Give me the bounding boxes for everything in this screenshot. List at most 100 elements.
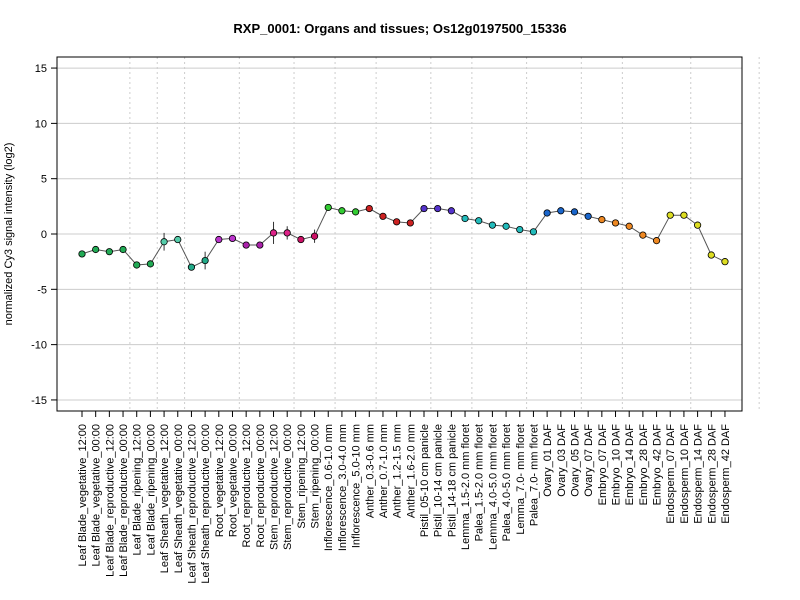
- x-tick-label: Ovary_07 DAF: [583, 424, 595, 497]
- data-point: [187, 263, 196, 271]
- x-tick-label: Ovary_05 DAF: [569, 424, 581, 497]
- x-tick-label: Pistil_05-10 cm panicle: [419, 424, 431, 537]
- x-tick-label: Leaf Blade_ripening_00:00: [145, 424, 157, 556]
- data-point: [475, 217, 483, 225]
- data-point: [133, 261, 141, 269]
- data-point: [639, 231, 647, 239]
- data-point: [707, 251, 715, 259]
- x-tick-label: Inflorescence_5.0-10 mm: [351, 424, 363, 548]
- data-point: [557, 207, 565, 215]
- data-point: [652, 237, 661, 245]
- data-point: [379, 212, 387, 220]
- data-point: [680, 211, 688, 219]
- x-tick-label: Anther_0.7-1.0 mm: [378, 424, 390, 518]
- data-point: [338, 207, 346, 215]
- data-point: [242, 241, 250, 249]
- data-point: [516, 225, 524, 234]
- y-tick-label: 10: [35, 118, 47, 130]
- axis-layer: -15 -10 -5 0 5 10 15: [31, 63, 726, 417]
- data-point: [488, 221, 496, 229]
- x-tick-label: Palea_7.0- mm floret: [528, 424, 540, 526]
- x-tick-label: Root_reproductive_00:00: [255, 424, 267, 548]
- data-point: [543, 209, 551, 217]
- x-tick-label: Pistil_14-18 cm panicle: [446, 424, 458, 537]
- x-tick-label: Inflorescence_0.6-1.0 mm: [323, 424, 335, 551]
- data-point: [256, 241, 264, 249]
- x-tick-label: Embryo_14 DAF: [624, 424, 636, 506]
- x-tick-label: Lemma_1.5-2.0 mm floret: [460, 424, 472, 550]
- data-point: [666, 211, 674, 219]
- data-point: [598, 216, 606, 224]
- data-point: [228, 234, 237, 243]
- data-point: [721, 258, 729, 266]
- x-tick-label: Endosperm_07 DAF: [665, 424, 677, 524]
- x-tick-label: Endosperm_28 DAF: [706, 424, 718, 524]
- x-tick-label: Stem_reproductive_00:00: [282, 424, 294, 550]
- data-point: [570, 208, 579, 216]
- x-tick-label: Inflorescence_3.0-4.0 mm: [337, 424, 349, 551]
- data-point: [269, 229, 278, 237]
- data-point: [434, 204, 442, 213]
- x-tick-label: Embryo_10 DAF: [611, 424, 623, 506]
- chart-title: RXP_0001: Organs and tissues; Os12g01975…: [233, 21, 566, 36]
- series-layer: [78, 203, 729, 271]
- data-point: [119, 245, 127, 254]
- data-point: [201, 256, 209, 265]
- x-tick-label: Anther_0.3-0.6 mm: [364, 424, 376, 518]
- y-tick-label: 0: [41, 229, 47, 241]
- x-tick-label: Leaf Sheath_vegetative_00:00: [173, 424, 185, 573]
- x-tick-label: Anther_1.6-2.0 mm: [405, 424, 417, 518]
- x-tick-label: Root_vegetative_00:00: [227, 424, 239, 537]
- data-point: [584, 212, 592, 220]
- x-tick-label: Embryo_07 DAF: [597, 424, 609, 506]
- x-tick-label: Stem_reproductive_12:00: [269, 424, 281, 550]
- x-tick-label: Stem_ripening_00:00: [310, 424, 322, 529]
- plot-frame: [56, 56, 743, 412]
- x-tick-label: Leaf Sheath_reproductive_00:00: [200, 424, 212, 584]
- x-tick-label: Endosperm_14 DAF: [693, 424, 705, 524]
- data-point: [447, 207, 455, 215]
- data-point: [393, 218, 401, 226]
- x-tick-label: Endosperm_10 DAF: [679, 424, 691, 524]
- y-axis-title: normalized Cy3 signal intensity (log2): [3, 143, 15, 326]
- data-point: [310, 232, 319, 240]
- data-point: [611, 219, 620, 227]
- data-point: [502, 222, 510, 230]
- y-tick-label: -10: [31, 340, 47, 352]
- x-tick-label: Anther_1.2-1.5 mm: [392, 424, 404, 518]
- x-tick-label: Stem_ripening_12:00: [296, 424, 308, 529]
- x-tick-label: Root_vegetative_12:00: [214, 424, 226, 537]
- data-point: [105, 248, 113, 256]
- y-tick-label: 5: [41, 174, 47, 186]
- data-point: [324, 203, 332, 212]
- x-tick-label: Embryo_42 DAF: [652, 424, 664, 506]
- x-tick-label: Leaf Blade_reproductive_12:00: [104, 424, 116, 577]
- y-tick-label: -5: [37, 284, 47, 296]
- x-tick-label: Leaf Blade_reproductive_00:00: [118, 424, 130, 577]
- x-tick-label: Leaf Sheath_reproductive_12:00: [186, 424, 198, 584]
- x-tick-label: Leaf Blade_ripening_12:00: [132, 424, 144, 556]
- x-tick-label: Pistil_10-14 cm panicle: [433, 424, 445, 537]
- data-point: [693, 221, 702, 229]
- x-tick-label: Embryo_28 DAF: [638, 424, 650, 506]
- data-point: [406, 219, 414, 227]
- x-tick-label: Leaf Blade_vegetative_12:00: [77, 424, 89, 567]
- x-tick-label: Leaf Sheath_vegetative_12:00: [159, 424, 171, 573]
- data-point: [625, 222, 633, 230]
- data-point: [365, 204, 373, 213]
- data-point: [297, 235, 305, 244]
- data-point: [146, 260, 154, 268]
- data-point: [215, 235, 223, 244]
- grid-layer: [57, 57, 760, 411]
- y-tick-label: 15: [35, 63, 47, 75]
- data-point: [461, 214, 469, 223]
- x-tick-label: Leaf Blade_vegetative_00:00: [91, 424, 103, 567]
- x-tick-label: Lemma_7.0- mm floret: [515, 424, 527, 535]
- data-point: [283, 229, 291, 237]
- data-point: [420, 204, 428, 213]
- x-tick-label: Ovary_01 DAF: [542, 424, 554, 497]
- data-point: [529, 228, 538, 236]
- data-point: [174, 235, 182, 244]
- y-tick-label: -15: [31, 395, 47, 407]
